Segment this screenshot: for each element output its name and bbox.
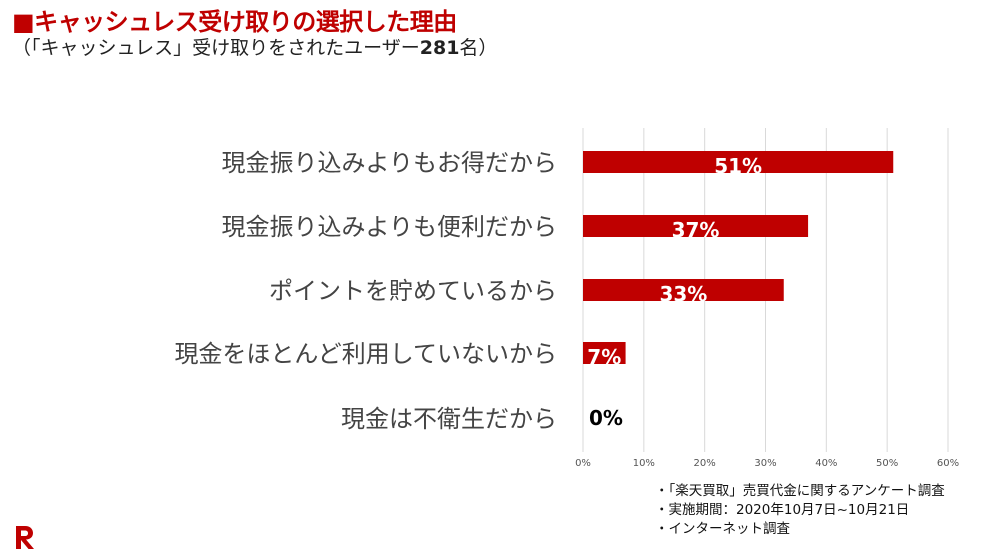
category-label: 現金振り込みよりも便利だから [221, 213, 557, 241]
data-label: 51% [714, 154, 762, 178]
x-tick-label: 40% [815, 458, 837, 469]
page-subtitle: （「キャッシュレス」受け取りをされたユーザー281名） [12, 33, 497, 60]
x-tick-label: 60% [937, 458, 959, 469]
x-tick-label: 10% [633, 458, 655, 469]
category-label: ポイントを貯めているから [269, 277, 557, 305]
note-survey-period: ・実施期間：2020年10月7日~10月21日 [655, 502, 910, 518]
data-label: 33% [659, 282, 707, 306]
bar [583, 279, 784, 301]
x-tick-label: 20% [694, 458, 716, 469]
x-tick-label: 0% [575, 458, 591, 469]
category-label: 現金振り込みよりもお得だから [221, 149, 557, 177]
category-label: 現金は不衛生だから [341, 405, 557, 433]
x-tick-label: 50% [876, 458, 898, 469]
page-title: ■キャッシュレス受け取りの選択した理由 [12, 8, 457, 36]
bar [583, 151, 894, 173]
category-label: 現金をほとんど利用していないから [174, 340, 557, 368]
note-survey-name: ・「楽天買取」売買代金に関するアンケート調査 [655, 483, 945, 499]
survey-notes: ・「楽天買取」売買代金に関するアンケート調査 ・実施期間：2020年10月7日~… [655, 482, 945, 539]
data-label: 7% [587, 345, 621, 369]
note-survey-method: ・インターネット調査 [655, 521, 790, 537]
bar [583, 215, 809, 237]
data-label: 0% [589, 406, 623, 430]
subtitle-prefix: （「キャッシュレス」受け取りをされたユーザー [12, 37, 420, 59]
subtitle-number: 281 [419, 37, 460, 59]
rakuten-r-logo-icon [16, 526, 34, 549]
x-tick-label: 30% [754, 458, 776, 469]
bar-chart: 0% 10% 20% 30% 40% 50% 60% 現金振り込みよりもお得だから 51% 現金振… [174, 128, 959, 469]
bar [583, 342, 626, 364]
subtitle-suffix: 名） [459, 37, 498, 59]
data-label: 37% [672, 218, 720, 242]
